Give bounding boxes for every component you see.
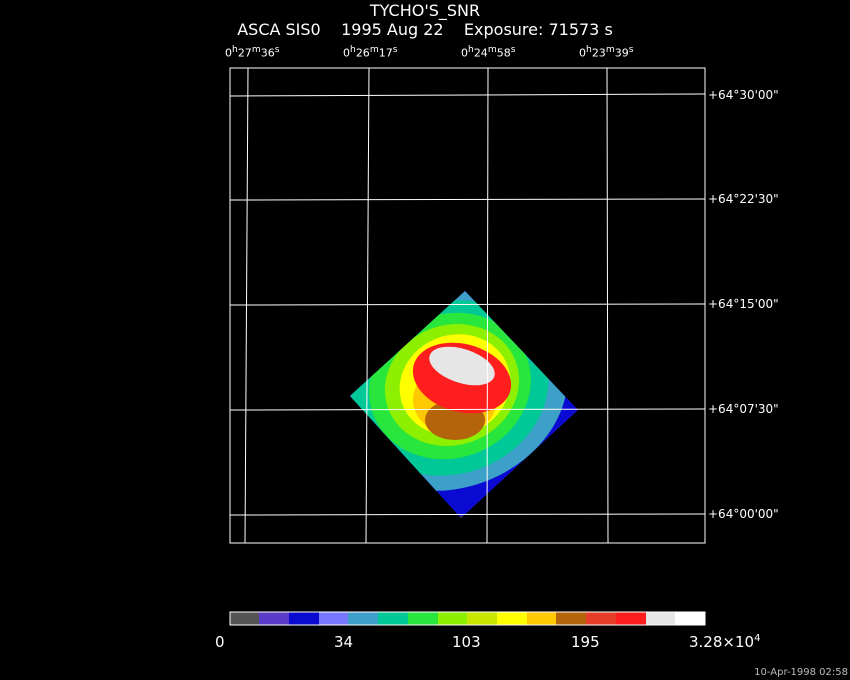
colorbar-swatch — [438, 612, 468, 625]
ra-tick-label: 0h24m58s — [461, 44, 516, 60]
colorbar-label: 34 — [334, 633, 354, 651]
dec-tick-label: +64°07'30" — [708, 402, 779, 416]
image-title: TYCHO'S_SNR — [369, 1, 481, 20]
colorbar-swatch — [230, 612, 260, 625]
colorbar-swatch — [408, 612, 438, 625]
colorbar-swatch — [616, 612, 646, 625]
xray-intensity-map — [350, 291, 578, 518]
colorbar-swatch — [675, 612, 705, 625]
timestamp: 10-Apr-1998 02:58 — [754, 667, 848, 678]
colorbar-label: 195 — [571, 633, 600, 651]
colorbar-swatch — [497, 612, 527, 625]
colorbar-swatch — [319, 612, 349, 625]
ra-tick-label: 0h23m39s — [579, 44, 634, 60]
ra-tick-label: 0h27m36s — [225, 44, 280, 60]
colorbar-swatch — [259, 612, 289, 625]
colorbar — [229, 611, 706, 626]
colorbar-swatch — [289, 612, 319, 625]
observation-info: ASCA SIS0 1995 Aug 22 Exposure: 71573 s — [237, 20, 613, 39]
dec-tick-label: +64°22'30" — [708, 192, 779, 206]
colorbar-swatch — [646, 612, 676, 625]
colorbar-swatch — [378, 612, 408, 625]
coordinate-grid — [229, 67, 706, 544]
colorbar-label-max: 3.28×104 — [689, 633, 761, 651]
colorbar-swatch — [556, 612, 586, 625]
dec-tick-label: +64°00'00" — [708, 507, 779, 521]
dec-tick-label: +64°30'00" — [708, 88, 779, 102]
colorbar-swatch — [586, 612, 616, 625]
colorbar-swatch — [527, 612, 557, 625]
ra-tick-label: 0h26m17s — [343, 44, 398, 60]
colorbar-label: 0 — [215, 633, 225, 651]
colorbar-label: 103 — [452, 633, 481, 651]
colorbar-swatch — [467, 612, 497, 625]
dec-tick-label: +64°15'00" — [708, 297, 779, 311]
colorbar-swatch — [348, 612, 378, 625]
